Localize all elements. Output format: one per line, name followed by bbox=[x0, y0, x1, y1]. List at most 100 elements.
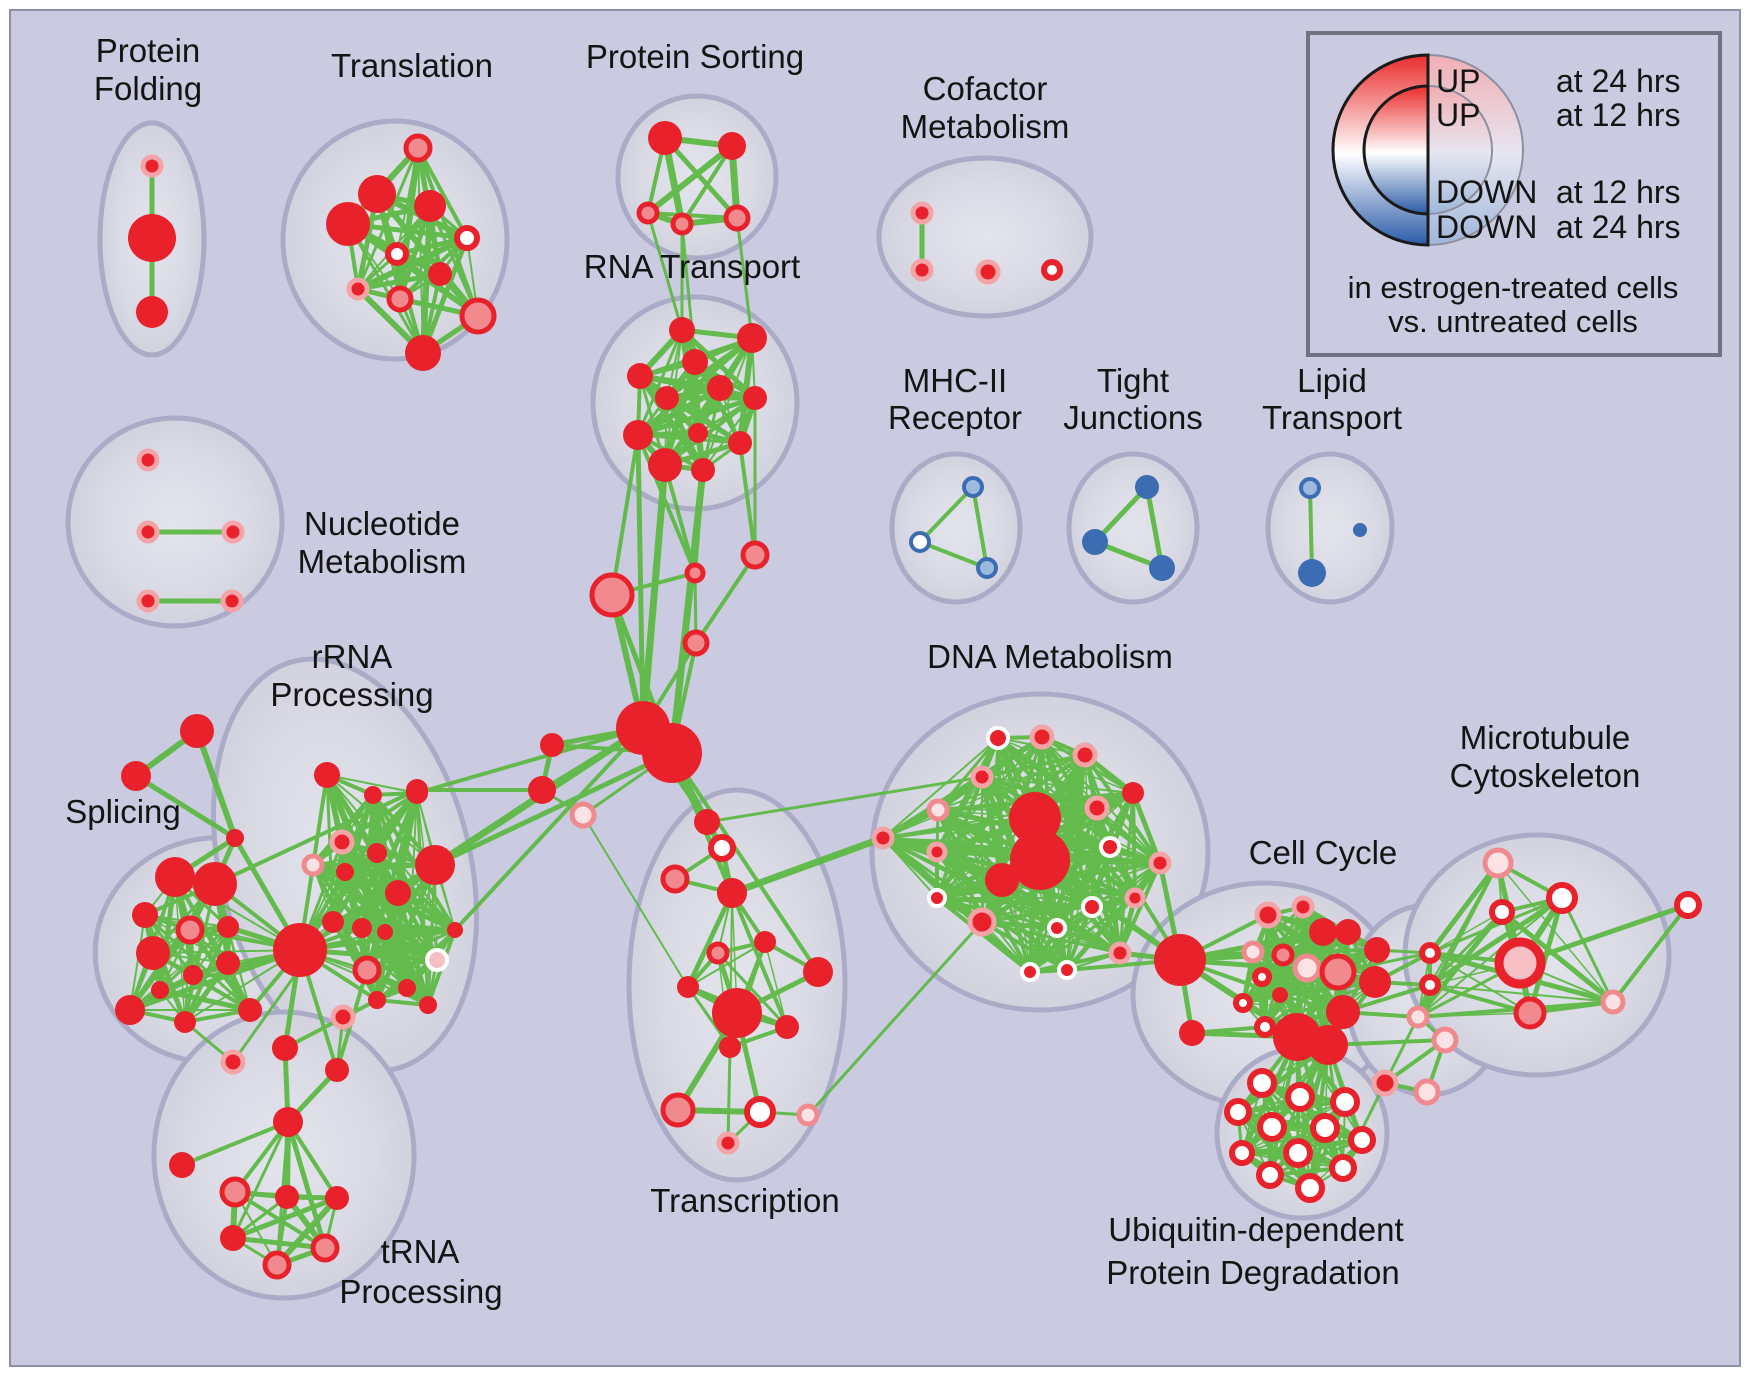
network-edge bbox=[406, 792, 418, 989]
legend-time-label: at 24 hrs bbox=[1556, 63, 1681, 99]
gene-node-pr bbox=[1124, 887, 1146, 909]
gene-node-r bbox=[743, 386, 767, 410]
gene-node-pw bbox=[926, 798, 950, 822]
gene-node-pw bbox=[1292, 953, 1322, 983]
cluster-label: Metabolism bbox=[901, 108, 1070, 145]
gene-node-wr bbox=[986, 726, 1010, 750]
cluster-ellipse-cofactor-metabolism bbox=[876, 155, 1094, 319]
gene-node-r bbox=[1010, 830, 1070, 890]
cluster-label: Translation bbox=[331, 47, 493, 84]
gene-node-r bbox=[1272, 987, 1288, 1003]
network-edge bbox=[764, 941, 788, 1028]
network-edge bbox=[376, 929, 456, 1001]
gene-node-pr bbox=[220, 1049, 246, 1075]
network-edge bbox=[716, 951, 789, 1029]
gene-node-rp bbox=[1513, 996, 1547, 1030]
network-edge bbox=[127, 947, 303, 1013]
gene-node-rw bbox=[1257, 1112, 1287, 1142]
gene-node-r bbox=[377, 924, 393, 940]
network-edge bbox=[610, 433, 640, 597]
gene-node-r bbox=[712, 988, 762, 1038]
gene-node-r bbox=[216, 951, 240, 975]
network-edge bbox=[415, 726, 645, 795]
gene-node-r bbox=[121, 761, 151, 791]
gene-node-r bbox=[226, 829, 244, 847]
network-edge bbox=[1144, 484, 1165, 571]
network-edge bbox=[668, 466, 707, 757]
network-edge bbox=[365, 928, 457, 972]
gene-node-br bbox=[1299, 477, 1321, 499]
gene-node-pw bbox=[1600, 989, 1626, 1015]
gene-node-r bbox=[405, 335, 441, 371]
legend-glyph-left-half bbox=[1362, 84, 1430, 216]
gene-node-r bbox=[180, 714, 214, 748]
gene-node-pr bbox=[136, 520, 160, 544]
cluster-label: Splicing bbox=[65, 793, 181, 830]
gene-node-r bbox=[151, 981, 169, 999]
gene-node-r bbox=[406, 782, 428, 804]
gene-node-rw bbox=[708, 834, 736, 862]
network-edge bbox=[918, 485, 975, 544]
gene-node-b bbox=[1149, 555, 1175, 581]
gene-node-r bbox=[447, 922, 463, 938]
gene-node-r bbox=[803, 957, 833, 987]
network-edge bbox=[646, 211, 684, 332]
gene-node-rw bbox=[1348, 1126, 1376, 1154]
network-edge bbox=[426, 863, 437, 1007]
gene-node-r bbox=[718, 132, 746, 160]
network-edge bbox=[133, 773, 238, 841]
gene-node-rw bbox=[1233, 993, 1253, 1013]
gene-node-r bbox=[694, 809, 720, 835]
gene-node-pr bbox=[136, 448, 160, 472]
gene-node-rp bbox=[386, 285, 414, 313]
gene-node-r bbox=[1309, 918, 1337, 946]
gene-node-rp bbox=[682, 629, 710, 657]
legend-box bbox=[1306, 31, 1722, 357]
gene-node-wr bbox=[1047, 918, 1067, 938]
gene-node-r bbox=[322, 911, 344, 933]
gene-node-r bbox=[275, 1185, 299, 1209]
gene-node-r bbox=[398, 979, 416, 997]
gene-node-rw bbox=[1419, 974, 1441, 996]
gene-node-r bbox=[642, 723, 702, 783]
cluster-label: Cell Cycle bbox=[1249, 834, 1398, 871]
gene-node-r bbox=[419, 996, 437, 1014]
cluster-label: Protein Sorting bbox=[586, 38, 804, 75]
gene-node-rw bbox=[1546, 882, 1578, 914]
gene-node-rp bbox=[660, 1092, 696, 1128]
network-edge bbox=[1308, 486, 1314, 575]
gene-node-r bbox=[364, 786, 382, 804]
cluster-label: Protein Degradation bbox=[1106, 1254, 1400, 1291]
network-edge bbox=[702, 397, 756, 471]
gene-node-rw bbox=[1329, 1154, 1357, 1182]
gene-node-wr bbox=[927, 888, 947, 908]
gene-node-pr bbox=[910, 201, 934, 225]
gene-node-rp bbox=[740, 540, 770, 570]
legend: UP at 24 hrs UP at 12 hrs DOWN at 12 hrs DOWN a… bbox=[1306, 31, 1722, 357]
gene-node-pw bbox=[1406, 1005, 1430, 1029]
gene-node-pr bbox=[1371, 1069, 1399, 1097]
network-edge bbox=[694, 553, 757, 645]
network-edge bbox=[355, 271, 443, 292]
network-edge bbox=[366, 852, 378, 971]
gene-node-r bbox=[314, 762, 340, 788]
network-edge bbox=[356, 146, 420, 291]
network-edge bbox=[383, 928, 457, 934]
gene-node-r bbox=[428, 262, 452, 286]
network-edge bbox=[1130, 790, 1163, 866]
gene-node-rw bbox=[1489, 899, 1515, 925]
gene-node-pr bbox=[221, 520, 245, 544]
gene-node-rp bbox=[175, 915, 205, 945]
network-edge bbox=[346, 222, 425, 355]
network-edge bbox=[680, 222, 697, 364]
network-edge bbox=[918, 540, 989, 570]
gene-node-r bbox=[1335, 919, 1361, 945]
network-edge bbox=[636, 433, 697, 575]
gene-node-wr bbox=[1057, 960, 1077, 980]
gene-node-r bbox=[775, 1015, 799, 1039]
cluster-label: Cytoskeleton bbox=[1450, 757, 1641, 794]
gene-node-r bbox=[985, 863, 1019, 897]
gene-node-br bbox=[962, 476, 984, 498]
legend-note: vs. untreated cells bbox=[1388, 304, 1638, 339]
